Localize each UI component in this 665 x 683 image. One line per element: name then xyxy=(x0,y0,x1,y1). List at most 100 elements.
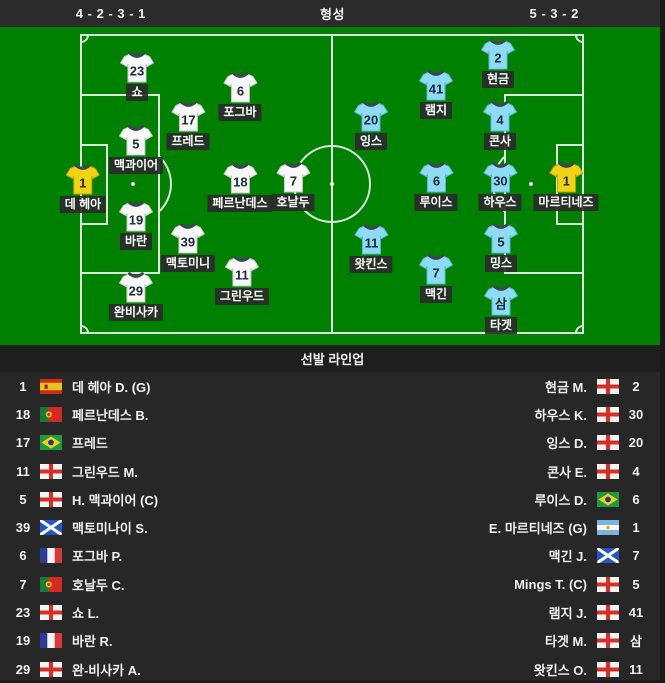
pitch-player-home[interactable]: 1 데 헤아 xyxy=(59,164,107,213)
svg-text:4: 4 xyxy=(496,113,504,128)
player-name: 맥긴 J. xyxy=(548,549,587,565)
lineup-row[interactable]: 11 그린우드 M. 콘사 E. 4 xyxy=(0,456,665,486)
svg-text:11: 11 xyxy=(364,236,378,251)
scrollbar-track[interactable] xyxy=(660,0,665,683)
home-player-entry[interactable]: 6 포그바 P. xyxy=(8,546,122,565)
player-number: 18 xyxy=(15,406,31,422)
pitch-player-away[interactable]: 2 현금 xyxy=(481,39,515,88)
pitch-player-away[interactable]: 6 루이스 xyxy=(414,162,458,211)
lineup-row[interactable]: 19 바란 R. 타겟 M. 삼 xyxy=(0,626,665,655)
pitch-player-home[interactable]: 11 그린우드 xyxy=(214,256,270,305)
pitch-player-away[interactable]: 41 램지 xyxy=(419,70,453,119)
home-player-entry[interactable]: 5 H. 맥과이어 (C) xyxy=(8,490,158,509)
pitch-player-away[interactable]: 4 콘사 xyxy=(483,101,517,150)
away-player-entry[interactable]: 타겟 M. 삼 xyxy=(545,631,651,650)
france-flag-icon xyxy=(40,548,62,564)
lineup-row[interactable]: 1 데 헤아 D. (G) 현금 M. 2 xyxy=(0,372,665,401)
away-player-entry[interactable]: 루이스 D. 6 xyxy=(535,490,652,509)
france-flag-icon xyxy=(40,633,62,649)
player-name: 잉스 D. xyxy=(546,436,587,452)
home-player-entry[interactable]: 29 완-비사카 A. xyxy=(8,660,141,679)
pitch-player-home[interactable]: 7 호날두 xyxy=(271,162,315,211)
player-name: 완-비사카 A. xyxy=(72,662,141,678)
pitch-player-home[interactable]: 6 포그바 xyxy=(218,72,262,121)
svg-text:5: 5 xyxy=(497,235,504,250)
player-name-badge: 맥긴 xyxy=(419,286,453,303)
pitch-player-home[interactable]: 29 완비사카 xyxy=(108,272,164,321)
pitch-player-home[interactable]: 17 프레드 xyxy=(166,101,210,150)
home-player-entry[interactable]: 1 데 헤아 D. (G) xyxy=(8,377,151,396)
player-name-badge: 마르티네즈 xyxy=(533,194,599,211)
home-player-entry[interactable]: 18 페르난데스 B. xyxy=(8,405,148,424)
away-player-entry[interactable]: 하우스 K. 30 xyxy=(535,405,652,424)
jersey-icon: 삼 xyxy=(484,285,518,316)
player-number: 6 xyxy=(19,548,27,564)
player-name: 맥토미나이 S. xyxy=(72,521,148,537)
pitch-player-home[interactable]: 39 맥토미니 xyxy=(160,223,216,272)
lineup-row[interactable]: 39 맥토미나이 S. E. 마르티네즈 (G) 1 xyxy=(0,513,665,542)
player-number: 11 xyxy=(629,661,643,677)
pitch-player-home[interactable]: 19 바란 xyxy=(119,201,153,250)
player-name: 하우스 K. xyxy=(534,407,588,423)
home-player-entry[interactable]: 11 그린우드 M. xyxy=(8,462,138,481)
away-player-entry[interactable]: Mings T. (C) 5 xyxy=(514,576,651,592)
brazil-flag-icon xyxy=(597,491,619,507)
home-player-entry[interactable]: 19 바란 R. xyxy=(8,631,113,650)
lineup-row[interactable]: 6 포그바 P. 맥긴 J. 7 xyxy=(0,541,665,571)
player-name: 왓킨스 O. xyxy=(533,662,587,678)
lineup-row[interactable]: 7 호날두 C. Mings T. (C) 5 xyxy=(0,570,665,599)
lineup-row[interactable]: 17 프레드 잉스 D. 20 xyxy=(0,428,665,457)
lineup-row[interactable]: 5 H. 맥과이어 (C) 루이스 D. 6 xyxy=(0,485,665,514)
england-flag-icon xyxy=(40,491,62,507)
away-player-entry[interactable]: 왓킨스 O. 11 xyxy=(534,660,651,679)
pitch-player-home[interactable]: 5 맥과이어 xyxy=(108,125,164,174)
pitch-player-home[interactable]: 23 쇼 xyxy=(120,52,154,101)
away-player-entry[interactable]: E. 마르티네즈 (G) 1 xyxy=(489,518,651,537)
home-player-entry[interactable]: 39 맥토미나이 S. xyxy=(8,518,148,537)
svg-text:23: 23 xyxy=(130,64,144,79)
player-number: 23 xyxy=(15,605,31,621)
pitch-player-away[interactable]: 삼 타겟 xyxy=(484,285,518,334)
pitch-player-away[interactable]: 11 왓킨스 xyxy=(349,224,393,273)
svg-text:17: 17 xyxy=(181,113,195,128)
jersey-icon: 1 xyxy=(66,164,100,195)
jersey-icon: 41 xyxy=(419,70,453,101)
home-player-entry[interactable]: 23 쇼 L. xyxy=(8,603,99,622)
scotland-flag-icon xyxy=(597,548,619,564)
jersey-icon: 30 xyxy=(483,162,517,193)
lineup-row[interactable]: 18 페르난데스 B. 하우스 K. 30 xyxy=(0,400,665,429)
england-flag-icon xyxy=(40,661,62,677)
player-name-badge: 램지 xyxy=(419,102,453,119)
player-number: 11 xyxy=(16,463,30,479)
away-player-entry[interactable]: 맥긴 J. 7 xyxy=(549,546,651,565)
pitch-player-away[interactable]: 30 하우스 xyxy=(478,162,522,211)
lineup-row[interactable]: 29 완-비사카 A. 왓킨스 O. 11 xyxy=(0,654,665,683)
england-flag-icon xyxy=(597,463,619,479)
away-player-entry[interactable]: 램지 J. 41 xyxy=(549,603,651,622)
player-name: 바란 R. xyxy=(72,634,113,650)
away-player-entry[interactable]: 잉스 D. 20 xyxy=(546,433,651,452)
pitch-player-away[interactable]: 7 맥긴 xyxy=(419,254,453,303)
player-name-badge: 페르난데스 xyxy=(207,195,273,212)
pitch-player-away[interactable]: 20 잉스 xyxy=(354,101,388,150)
player-name: 그린우드 M. xyxy=(72,464,138,480)
spain-flag-icon xyxy=(40,378,62,394)
pitch-player-home[interactable]: 18 페르난데스 xyxy=(207,163,273,212)
player-name-badge: 완비사카 xyxy=(108,304,164,321)
away-player-entry[interactable]: 콘사 E. 4 xyxy=(547,462,651,481)
away-player-entry[interactable]: 현금 M. 2 xyxy=(545,377,651,396)
jersey-icon: 5 xyxy=(484,223,518,254)
jersey-icon: 5 xyxy=(118,125,153,156)
player-number: 41 xyxy=(628,605,644,621)
svg-text:6: 6 xyxy=(432,174,439,189)
home-player-entry[interactable]: 17 프레드 xyxy=(8,433,108,452)
pitch-player-away[interactable]: 1 마르티네즈 xyxy=(533,162,599,211)
away-formation-label: 5 - 3 - 2 xyxy=(529,6,579,21)
pitch-player-away[interactable]: 5 밍스 xyxy=(484,223,518,272)
jersey-icon: 19 xyxy=(119,201,153,232)
svg-text:11: 11 xyxy=(235,268,249,283)
lineup-row[interactable]: 23 쇼 L. 램지 J. 41 xyxy=(0,598,665,627)
home-player-entry[interactable]: 7 호날두 C. xyxy=(8,575,125,594)
player-name-badge: 현금 xyxy=(481,71,515,88)
